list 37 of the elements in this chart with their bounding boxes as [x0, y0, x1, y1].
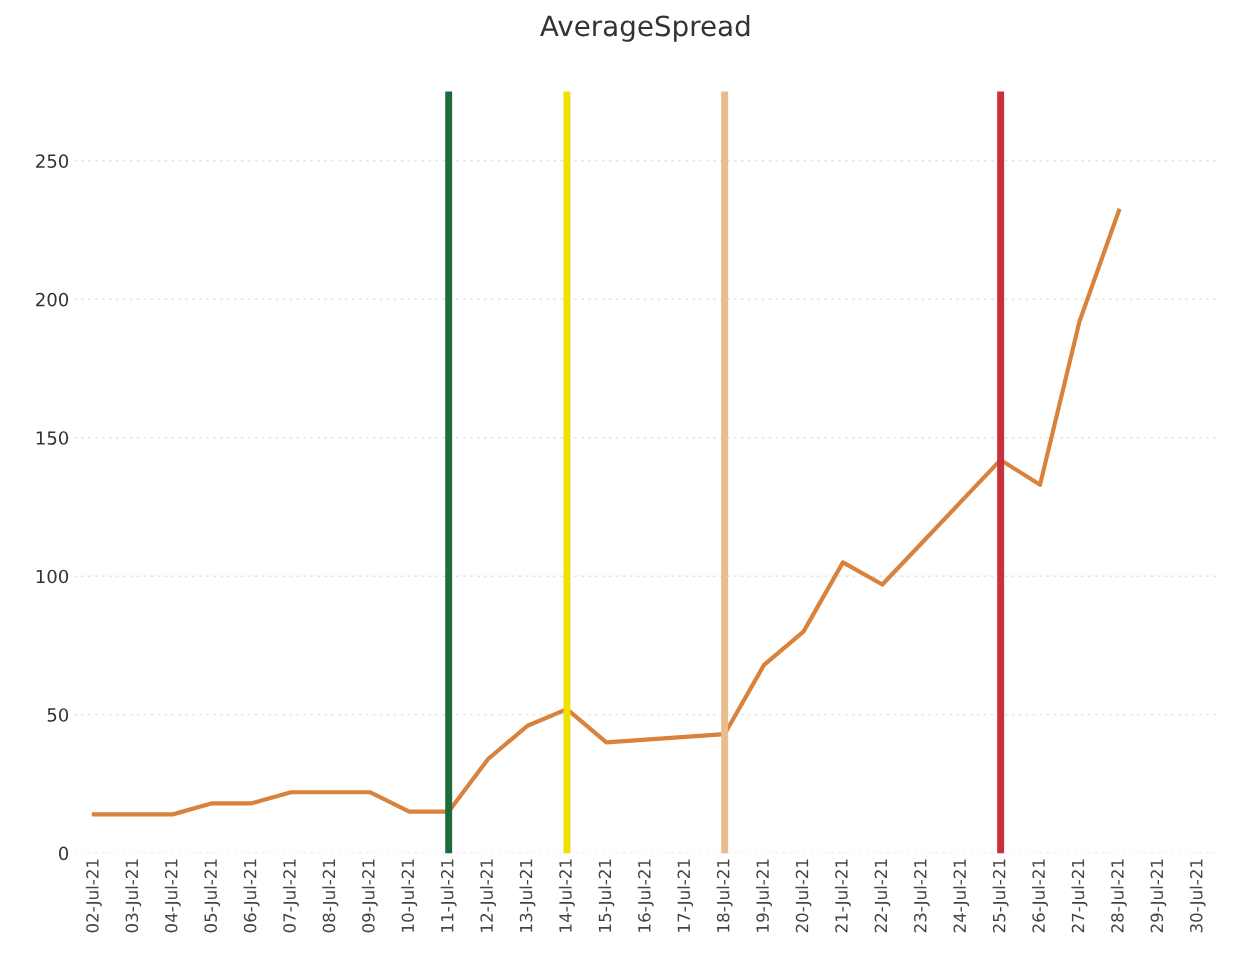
x-tick-label: 05-Jul-21 — [204, 859, 221, 933]
x-tick-label: 19-Jul-21 — [756, 859, 773, 932]
x-tick-label: 25-Jul-21 — [992, 859, 1009, 933]
x-tick-label: 10-Jul-21 — [401, 859, 418, 932]
x-tick-label: 30-Jul-21 — [1189, 859, 1206, 933]
x-tick-label: 11-Jul-21 — [440, 859, 457, 932]
x-tick-label: 22-Jul-21 — [874, 859, 891, 933]
y-tick-label: 150 — [36, 431, 69, 445]
x-tick-label: 09-Jul-21 — [361, 859, 378, 933]
x-tick-label: 23-Jul-21 — [913, 859, 930, 933]
x-tick-label: 17-Jul-21 — [677, 859, 694, 932]
y-tick-label: 200 — [36, 292, 69, 307]
x-tick-label: 08-Jul-21 — [322, 859, 339, 933]
x-tick-label: 18-Jul-21 — [716, 859, 733, 932]
x-tick-label: 16-Jul-21 — [637, 859, 654, 932]
x-tick-label: 15-Jul-21 — [598, 859, 615, 932]
x-tick-label: 07-Jul-21 — [282, 859, 299, 933]
y-tick-label: 100 — [36, 569, 69, 584]
x-tick-label: 21-Jul-21 — [834, 859, 851, 933]
x-tick-label: 12-Jul-21 — [480, 859, 497, 932]
y-tick-label: 250 — [36, 154, 69, 168]
x-tick-label: 14-Jul-21 — [558, 859, 575, 932]
y-tick-label: 0 — [59, 846, 69, 861]
x-tick-label: 20-Jul-21 — [795, 859, 812, 933]
x-tick-label: 04-Jul-21 — [164, 859, 181, 933]
line-series — [91, 208, 1121, 817]
x-tick-label: 29-Jul-21 — [1150, 859, 1167, 933]
x-tick-label: 26-Jul-21 — [1031, 859, 1048, 933]
x-tick-label: 03-Jul-21 — [125, 859, 142, 933]
x-tick-label: 06-Jul-21 — [243, 859, 260, 933]
x-tick-label: 27-Jul-21 — [1071, 859, 1088, 933]
x-tick-label: 24-Jul-21 — [953, 859, 970, 933]
x-tick-label: 13-Jul-21 — [519, 859, 536, 932]
chart-title: AverageSpread — [540, 14, 750, 42]
x-tick-label: 02-Jul-21 — [85, 859, 102, 933]
x-tick-label: 28-Jul-21 — [1110, 859, 1127, 933]
y-tick-label: 50 — [47, 708, 69, 722]
